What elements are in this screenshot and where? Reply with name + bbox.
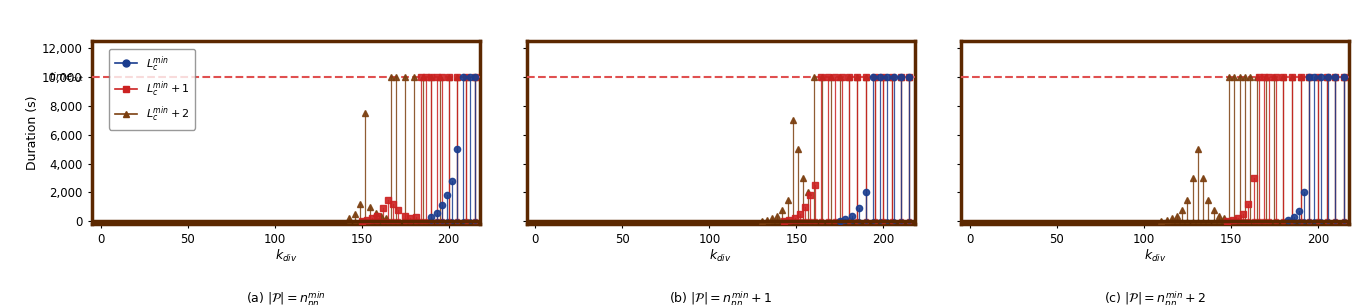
X-axis label: $k_{div}$: $k_{div}$ <box>1144 248 1167 264</box>
X-axis label: $k_{div}$: $k_{div}$ <box>274 248 297 264</box>
Legend: $L_c^{min}$, $L_c^{min}+1$, $L_c^{min}+2$: $L_c^{min}$, $L_c^{min}+1$, $L_c^{min}+2… <box>110 48 195 130</box>
X-axis label: $k_{div}$: $k_{div}$ <box>710 248 731 264</box>
Text: time$_{\mathit{out}}$: time$_{\mathit{out}}$ <box>50 70 85 84</box>
Text: (c) $|\mathcal{P}| = n_{pn}^{min}+2$: (c) $|\mathcal{P}| = n_{pn}^{min}+2$ <box>1105 290 1206 305</box>
Y-axis label: Duration (s): Duration (s) <box>26 95 39 170</box>
Text: (b) $|\mathcal{P}| = n_{pn}^{min}+1$: (b) $|\mathcal{P}| = n_{pn}^{min}+1$ <box>669 290 772 305</box>
Text: (a) $|\mathcal{P}| = n_{pn}^{min}$: (a) $|\mathcal{P}| = n_{pn}^{min}$ <box>246 290 326 305</box>
